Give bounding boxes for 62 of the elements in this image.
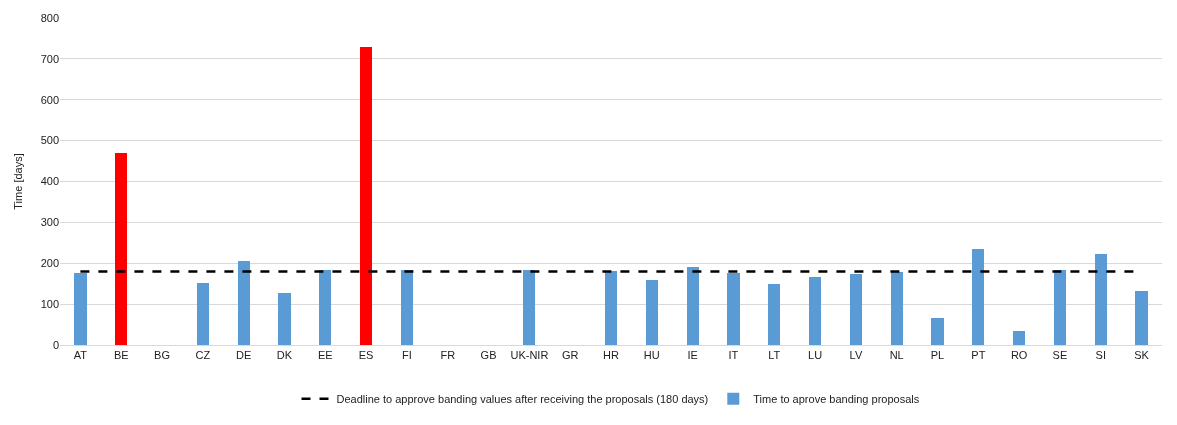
- bar: [768, 284, 780, 345]
- bar: [809, 277, 821, 345]
- x-tick-label: GR: [561, 349, 579, 362]
- y-tick-label: 400: [40, 175, 59, 188]
- x-tick-label: UK-NIR: [510, 349, 549, 362]
- y-tick-label: 100: [40, 297, 59, 310]
- y-tick-label: 300: [40, 216, 59, 229]
- x-tick-label: IE: [687, 349, 698, 362]
- x-tick-label: DK: [276, 349, 293, 362]
- bar: [1095, 254, 1107, 345]
- x-tick-label: PT: [971, 349, 986, 362]
- x-tick-label: LV: [849, 349, 863, 362]
- x-tick-label: CZ: [195, 349, 211, 362]
- x-tick-label: RO: [1010, 349, 1028, 362]
- bar: [1135, 291, 1148, 345]
- y-tick-label: 0: [52, 338, 59, 351]
- x-tick-label: LT: [768, 349, 781, 362]
- bar: [646, 280, 658, 345]
- x-tick-label: GB: [480, 349, 497, 362]
- x-tick-label: NL: [889, 349, 904, 362]
- y-tick-label: 500: [40, 134, 59, 147]
- bar: [1013, 331, 1025, 345]
- x-tick-label: LU: [808, 349, 823, 362]
- x-tick-label: BE: [113, 349, 129, 362]
- y-tick-label: 700: [40, 52, 59, 65]
- x-tick-label: FI: [402, 349, 412, 362]
- bar: [238, 261, 250, 345]
- x-tick-label: SI: [1095, 349, 1106, 362]
- bar: [605, 271, 617, 345]
- bar: [972, 249, 984, 345]
- x-tick-label: IT: [728, 349, 739, 362]
- bar: [850, 274, 862, 345]
- bar: [1054, 270, 1066, 345]
- x-tick-label: DE: [236, 349, 252, 362]
- x-tick-label: SK: [1134, 349, 1150, 362]
- x-tick-label: AT: [73, 349, 88, 362]
- bar: [931, 318, 944, 345]
- legend-label: Deadline to approve banding values after receiving the proposals (180 days): [336, 393, 709, 406]
- bar: [74, 273, 87, 345]
- x-tick-label: FR: [440, 349, 456, 362]
- bar: [687, 267, 699, 345]
- y-tick-label: 200: [40, 257, 59, 270]
- bar: [891, 272, 903, 345]
- y-axis-title: Time [days]: [12, 153, 25, 210]
- bar: [727, 273, 740, 345]
- bar: [197, 283, 209, 345]
- x-tick-label: HR: [603, 349, 619, 362]
- y-tick-label: 800: [40, 11, 59, 24]
- bar: [319, 270, 331, 345]
- bar: [115, 153, 127, 345]
- x-tick-label: BG: [154, 349, 170, 362]
- x-tick-label: PL: [930, 349, 945, 362]
- y-tick-label: 600: [40, 93, 59, 106]
- legend-label: Time to aprove banding proposals: [753, 393, 920, 406]
- bar: [278, 293, 291, 345]
- bar: [523, 270, 535, 345]
- x-tick-label: SE: [1052, 349, 1068, 362]
- bar: [360, 47, 372, 345]
- x-tick-label: ES: [358, 349, 374, 362]
- x-tick-label: EE: [317, 349, 333, 362]
- x-tick-label: HU: [643, 349, 660, 362]
- bar: [401, 270, 413, 345]
